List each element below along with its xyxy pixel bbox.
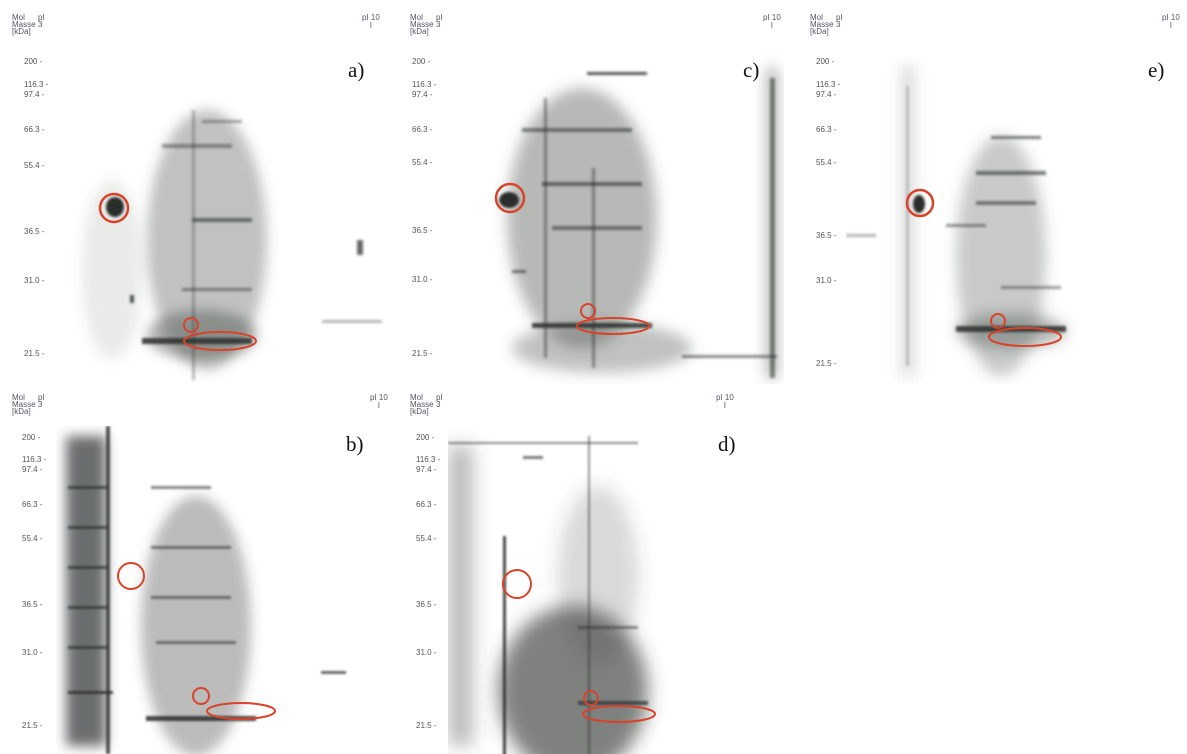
pi-high-label: pI 10 I <box>362 13 380 30</box>
mw-header: Mol Masse [kDa] pI 3 <box>12 13 45 36</box>
gel-panel-e: Mol Masse [kDa] pI 3 pI 10 I 200 - 116.3 - … <box>800 0 1187 385</box>
pi-low-label: pI 3 <box>836 13 843 29</box>
panel-letter: d) <box>718 432 736 456</box>
gel-panel-a: Mol Masse [kDa] pI 3 pI 10 I 200 - 116.3 - … <box>0 0 400 385</box>
pi-high-label: pI 10 I <box>716 393 734 410</box>
gel-image <box>452 48 784 384</box>
mw-marker-labels: 200 - 116.3 - 97.4 - 66.3 - 55.4 - 36.5 … <box>416 433 441 730</box>
gel-panel-d: Mol Masse [kDa] pI 3 pI 10 I 200 - 116.3 - … <box>398 382 798 754</box>
mw-header: Mol Masse [kDa] pI 3 <box>410 13 443 36</box>
pi-low-label: pI 3 <box>436 13 443 29</box>
mw-header: Mol Masse [kDa] pI 3 <box>410 393 443 416</box>
pi-low-label: pI 3 <box>436 393 443 409</box>
pi-low-label: pI 3 <box>38 393 45 409</box>
gel-image <box>56 426 392 754</box>
mw-marker-labels: 200 - 116.3 - 97.4 - 66.3 - 55.4 - 36.5 … <box>24 57 49 358</box>
panel-letter: a) <box>348 58 365 82</box>
gel-panel-b: Mol Masse [kDa] pI 3 pI 10 I 200 - 116.3 - … <box>0 382 400 754</box>
pi-high-label: pI 10 I <box>370 393 388 410</box>
gel-image <box>846 56 1146 384</box>
gel-image <box>448 426 718 754</box>
gel-panel-c: Mol Masse [kDa] pI 3 pI 10 I 200 - 116.3 - … <box>398 0 798 385</box>
pi-high-label: pI 10 I <box>763 13 781 30</box>
mw-marker-labels: 200 - 116.3 - 97.4 - 66.3 - 55.4 - 36.5 … <box>816 57 841 368</box>
gel-image <box>52 50 387 385</box>
pi-low-label: pI 3 <box>38 13 45 29</box>
panel-letter: e) <box>1148 58 1165 82</box>
mw-header: Mol Masse [kDa] pI 3 <box>12 393 45 416</box>
panel-letter: c) <box>743 58 760 82</box>
mw-marker-labels: 200 - 116.3 - 97.4 - 66.3 - 55.4 - 36.5 … <box>22 433 47 730</box>
mw-marker-labels: 200 - 116.3 - 97.4 - 66.3 - 55.4 - 36.5 … <box>412 57 437 358</box>
panel-letter: b) <box>346 432 364 456</box>
mw-header: Mol Masse [kDa] pI 3 <box>810 13 843 36</box>
pi-high-label: pI 10 I <box>1162 13 1180 30</box>
